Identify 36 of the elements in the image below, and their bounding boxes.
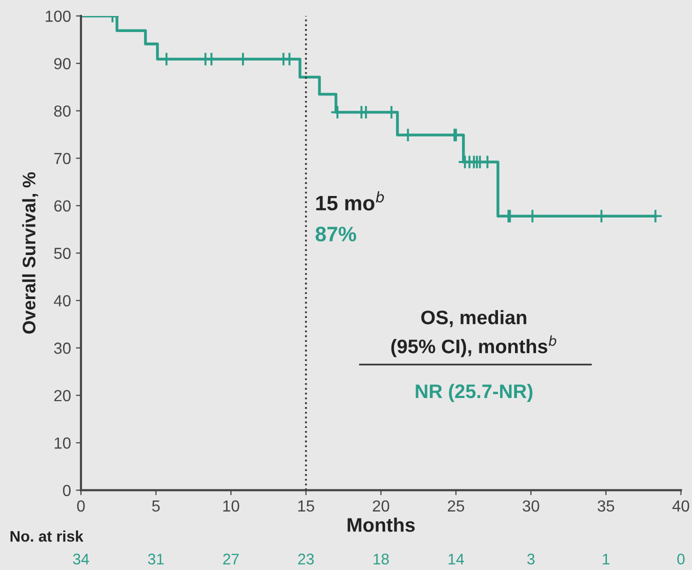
annotation: 15 mo$^{b}$ xyxy=(316,191,384,210)
y-tick-label: 20 xyxy=(54,390,71,402)
x-tick-label: 20 xyxy=(372,500,390,512)
y-tick-label: 0 xyxy=(62,484,71,496)
x-axis-title: Months xyxy=(348,518,415,532)
text: 34 xyxy=(73,554,90,564)
x-tick-label: 10 xyxy=(223,500,240,512)
x-tick-label: 15 xyxy=(298,500,314,512)
x-tick-label: 35 xyxy=(598,500,614,512)
y-tick-label: 80 xyxy=(54,105,71,117)
annotation: OS, median (95% CI), months$^{b}$ xyxy=(391,310,556,358)
text: 14 xyxy=(448,554,464,564)
x-tick-label: 25 xyxy=(448,500,464,512)
annotation: NR (25.7-NR) xyxy=(416,384,532,402)
text: No. at risk xyxy=(10,530,84,542)
x-tick-label: 0 xyxy=(77,500,85,512)
x-tick-label: 40 xyxy=(672,500,690,512)
text: 1 xyxy=(602,554,610,564)
annotation: 87% xyxy=(316,226,356,242)
y-axis-title: Overall Survival, % xyxy=(22,172,38,334)
text: 0 xyxy=(677,554,685,564)
x-tick-label: 30 xyxy=(522,500,540,512)
text: 23 xyxy=(298,554,314,564)
y-tick-label: 50 xyxy=(54,248,71,260)
y-tick-label: 60 xyxy=(54,200,71,212)
y-tick-label: 40 xyxy=(54,295,71,306)
text: 3 xyxy=(527,554,535,564)
y-tick-label: 100 xyxy=(46,10,71,22)
y-tick-label: 10 xyxy=(54,437,71,449)
y-tick-label: 30 xyxy=(54,342,71,354)
y-tick-label: 90 xyxy=(54,58,71,70)
text: 18 xyxy=(374,554,389,564)
text: 27 xyxy=(223,554,239,564)
text: 31 xyxy=(148,554,164,564)
y-tick-label: 70 xyxy=(54,152,71,164)
x-tick-label: 5 xyxy=(152,500,160,512)
